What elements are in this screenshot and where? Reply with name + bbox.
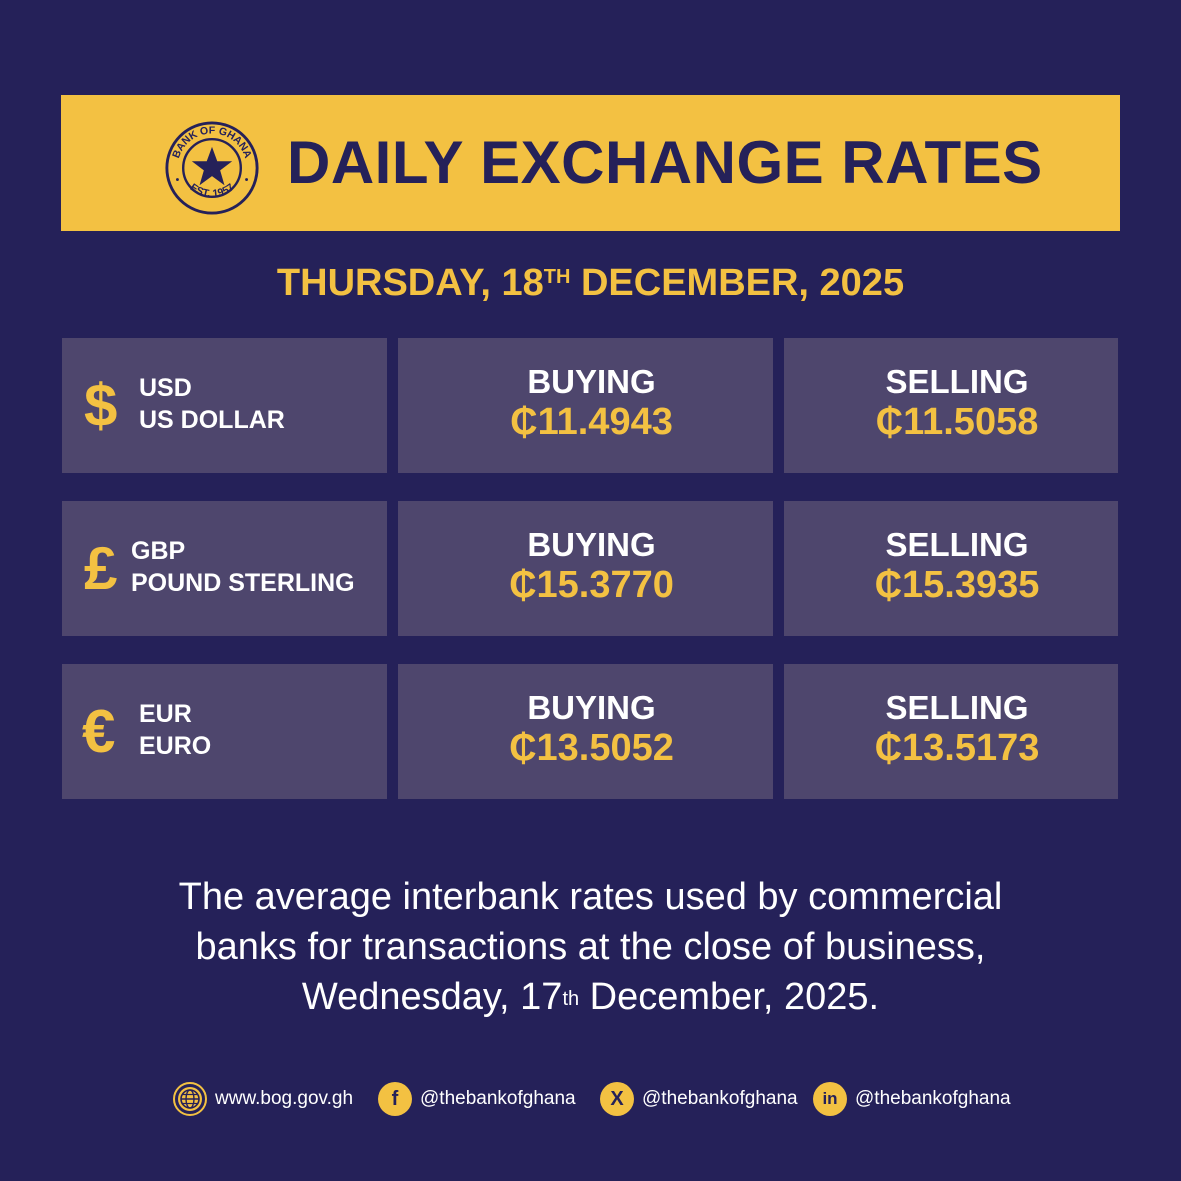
selling-cell-eur: SELLING ₵13.5173: [784, 664, 1118, 799]
currency-code: EUR: [139, 700, 192, 728]
currency-cell-eur: € EUR EURO: [62, 664, 387, 799]
facebook-link[interactable]: f @thebankofghana: [378, 1080, 576, 1118]
currency-cell-usd: $ USD US DOLLAR: [62, 338, 387, 473]
buying-rate: ₵15.3770: [509, 564, 674, 606]
website-link[interactable]: www.bog.gov.gh: [173, 1080, 353, 1118]
svg-text:EST. 1957: EST. 1957: [188, 181, 237, 200]
bank-of-ghana-logo: BANK OF GHANA EST. 1957: [165, 121, 259, 215]
pound-icon: £: [84, 535, 118, 602]
date-prefix: THURSDAY, 18: [276, 262, 544, 304]
buying-rate: ₵11.4943: [510, 401, 673, 443]
selling-label: SELLING: [885, 689, 1029, 726]
date-suffix: DECEMBER, 2025: [570, 262, 905, 304]
rates-date: THURSDAY, 18TH DECEMBER, 2025: [0, 262, 1181, 305]
x-handle: @thebankofghana: [642, 1088, 798, 1109]
date-ordinal: TH: [543, 266, 571, 288]
x-icon: X: [600, 1082, 634, 1116]
header-banner: BANK OF GHANA EST. 1957 DAILY EXCHANGE R…: [61, 95, 1120, 231]
facebook-handle: @thebankofghana: [420, 1088, 576, 1109]
buying-cell-usd: BUYING ₵11.4943: [398, 338, 773, 473]
currency-name: POUND STERLING: [131, 569, 355, 597]
page-title: DAILY EXCHANGE RATES: [287, 129, 1043, 196]
currency-code: USD: [139, 374, 192, 402]
website-text: www.bog.gov.gh: [215, 1088, 354, 1109]
social-footer: www.bog.gov.gh f @thebankofghana X @theb…: [0, 1080, 1181, 1120]
currency-name: EURO: [139, 732, 212, 760]
star-icon: [191, 146, 233, 186]
currency-cell-gbp: £ GBP POUND STERLING: [62, 501, 387, 636]
facebook-icon: f: [378, 1082, 412, 1116]
dollar-icon: $: [84, 372, 118, 439]
buying-cell-eur: BUYING ₵13.5052: [398, 664, 773, 799]
rates-footnote: The average interbank rates used by comm…: [0, 872, 1181, 1022]
selling-cell-gbp: SELLING ₵15.3935: [784, 501, 1118, 636]
euro-icon: €: [82, 698, 116, 765]
footnote-line-3: Wednesday, 17th December, 2025.: [301, 976, 880, 1018]
x-link[interactable]: X @thebankofghana: [600, 1080, 798, 1118]
selling-rate: ₵11.5058: [875, 401, 1039, 443]
buying-label: BUYING: [527, 689, 656, 726]
linkedin-handle: @thebankofghana: [855, 1088, 1011, 1109]
footnote-line-1: The average interbank rates used by comm…: [178, 876, 1003, 918]
selling-rate: ₵15.3935: [874, 564, 1040, 606]
linkedin-link[interactable]: in @thebankofghana: [813, 1080, 1011, 1118]
globe-icon: [173, 1082, 207, 1116]
buying-rate: ₵13.5052: [509, 727, 674, 769]
selling-cell-usd: SELLING ₵11.5058: [784, 338, 1118, 473]
selling-label: SELLING: [885, 526, 1029, 563]
currency-code: GBP: [131, 537, 186, 565]
selling-rate: ₵13.5173: [874, 727, 1040, 769]
linkedin-icon: in: [813, 1082, 847, 1116]
footnote-line-2: banks for transactions at the close of b…: [195, 926, 986, 968]
buying-cell-gbp: BUYING ₵15.3770: [398, 501, 773, 636]
buying-label: BUYING: [527, 526, 656, 563]
buying-label: BUYING: [527, 363, 656, 400]
selling-label: SELLING: [885, 363, 1029, 400]
currency-name: US DOLLAR: [139, 406, 285, 434]
